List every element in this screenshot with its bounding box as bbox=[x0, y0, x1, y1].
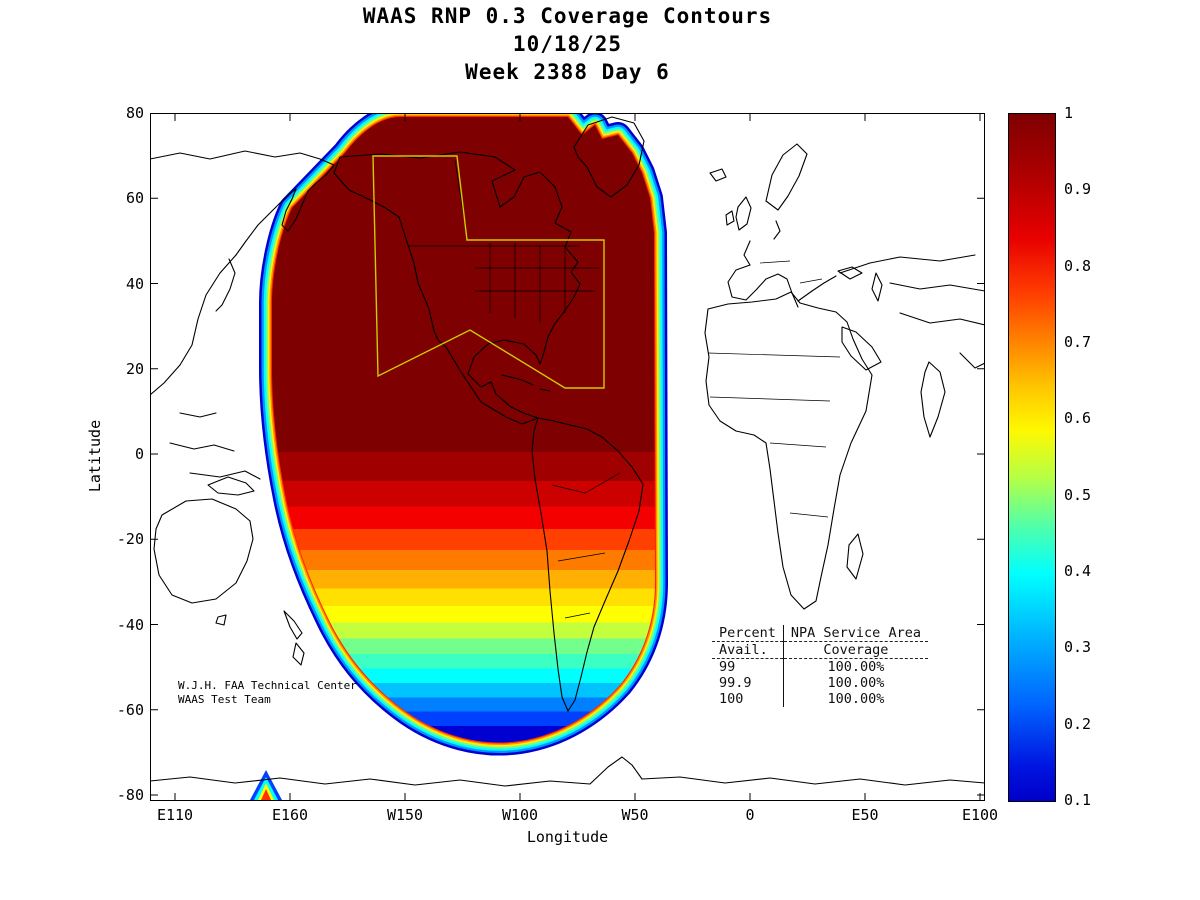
coverage-table-cell: 100.00% bbox=[782, 658, 928, 675]
coverage-table-row: 99.9 100.00% bbox=[712, 675, 928, 691]
colorbar-tick-label: 0.9 bbox=[1064, 180, 1092, 199]
coverage-col1-header: Percent bbox=[712, 625, 784, 642]
plot-title-block: WAAS RNP 0.3 Coverage Contours 10/18/25 … bbox=[150, 2, 985, 86]
coverage-table-cell: 100.00% bbox=[782, 691, 928, 707]
y-tick-label: 20 bbox=[125, 359, 144, 378]
coastline-south-america bbox=[531, 417, 644, 712]
x-tick-label: E100 bbox=[961, 806, 999, 824]
borders-south-america bbox=[551, 472, 621, 619]
coastline-antarctica bbox=[150, 756, 985, 787]
coastline-black-caspian-seas bbox=[837, 266, 883, 302]
coverage-table-cell: 100.00% bbox=[782, 675, 928, 691]
x-tick-label: E50 bbox=[851, 806, 879, 824]
axis-tick-marks bbox=[150, 113, 985, 801]
map-plot-area bbox=[150, 113, 985, 801]
world-map bbox=[150, 116, 985, 787]
colorbar-tick-label: 0.5 bbox=[1064, 485, 1092, 504]
x-tick-label: W50 bbox=[621, 806, 649, 824]
coastline-north-america bbox=[333, 151, 581, 425]
y-tick-label: -60 bbox=[116, 700, 144, 719]
coastline-australia bbox=[153, 498, 254, 626]
colorbar-tick-label: 0.7 bbox=[1064, 332, 1092, 351]
coastline-new-zealand bbox=[283, 610, 305, 666]
coastline-se-asia-islands bbox=[169, 412, 261, 480]
borders-europe bbox=[759, 260, 823, 284]
coverage-table-row: 100 100.00% bbox=[712, 691, 928, 707]
x-tick-label: E110 bbox=[156, 806, 194, 824]
coastline-greenland bbox=[573, 116, 645, 198]
coverage-table-header-row: Percent NPA Service Area bbox=[712, 625, 928, 642]
x-tick-label: 0 bbox=[745, 806, 755, 824]
credit-line-1: W.J.H. FAA Technical Center bbox=[178, 679, 357, 692]
coastline-india bbox=[920, 361, 946, 438]
colorbar-tick-label: 0.6 bbox=[1064, 409, 1092, 428]
coastline-siberia bbox=[150, 150, 335, 256]
coastline-japan bbox=[215, 258, 236, 312]
colorbar-gradient bbox=[1008, 113, 1056, 802]
plot-week-day: Week 2388 Day 6 bbox=[465, 60, 670, 84]
coverage-col2-subheader: Coverage bbox=[782, 641, 928, 659]
colorbar-tick-label: 1 bbox=[1064, 104, 1074, 122]
colorbar-tick-label: 0.2 bbox=[1064, 714, 1092, 733]
coastline-british-isles bbox=[725, 196, 752, 231]
y-tick-label: 80 bbox=[125, 104, 144, 122]
coastline-arabia bbox=[841, 326, 882, 371]
colorbar-tick-label: 0.3 bbox=[1064, 638, 1092, 657]
coastline-africa bbox=[704, 291, 873, 610]
y-tick-label: 0 bbox=[134, 445, 144, 463]
y-tick-label: -80 bbox=[116, 786, 144, 804]
x-tick-label: W150 bbox=[386, 806, 424, 824]
coastline-asia-interior bbox=[839, 254, 985, 369]
coverage-table: Percent NPA Service Area Avail. Coverage… bbox=[712, 625, 928, 707]
coastline-new-guinea bbox=[207, 476, 255, 496]
colorbar-tick-label: 0.8 bbox=[1064, 256, 1092, 275]
colorbar-tick-label: 0.4 bbox=[1064, 561, 1092, 580]
credit-line-2: WAAS Test Team bbox=[178, 693, 271, 706]
coverage-table-cell: 99 bbox=[719, 659, 736, 675]
y-tick-label: 60 bbox=[125, 189, 144, 208]
plot-title: WAAS RNP 0.3 Coverage Contours bbox=[362, 4, 773, 28]
axes-frame bbox=[150, 113, 985, 801]
borders-us-states bbox=[475, 243, 600, 323]
coverage-contours bbox=[259, 113, 668, 756]
coastline-madagascar bbox=[846, 533, 864, 580]
coastline-iceland bbox=[709, 168, 727, 182]
y-tick-label: 40 bbox=[125, 274, 144, 293]
coastline-caribbean bbox=[501, 374, 551, 392]
coastline-east-asia bbox=[150, 254, 237, 396]
colorbar-tick-label: 0.1 bbox=[1064, 790, 1092, 809]
coverage-table-row: 99 100.00% bbox=[712, 658, 928, 675]
x-tick-label: E160 bbox=[271, 806, 309, 824]
borders-africa bbox=[707, 352, 841, 518]
coverage-col1-subheader: Avail. bbox=[712, 641, 784, 659]
coverage-col2-header: NPA Service Area bbox=[782, 625, 928, 642]
plot-date: 10/18/25 bbox=[512, 32, 623, 56]
credit-annotation: W.J.H. FAA Technical Center WAAS Test Te… bbox=[178, 679, 357, 707]
npa-service-area-outline bbox=[372, 155, 605, 389]
x-axis-label: Longitude bbox=[526, 828, 609, 846]
coverage-table-subheader-row: Avail. Coverage bbox=[712, 641, 928, 659]
coverage-table-cell: 99.9 bbox=[719, 675, 752, 691]
coastline-scandinavia bbox=[765, 143, 808, 211]
coverage-table-cell: 100 bbox=[719, 691, 744, 707]
coastline-europe bbox=[727, 220, 837, 308]
y-tick-label: -40 bbox=[116, 615, 144, 634]
x-tick-label: W100 bbox=[501, 806, 539, 824]
y-tick-label: -20 bbox=[116, 530, 144, 549]
antarctic-contour-feature bbox=[250, 770, 282, 800]
